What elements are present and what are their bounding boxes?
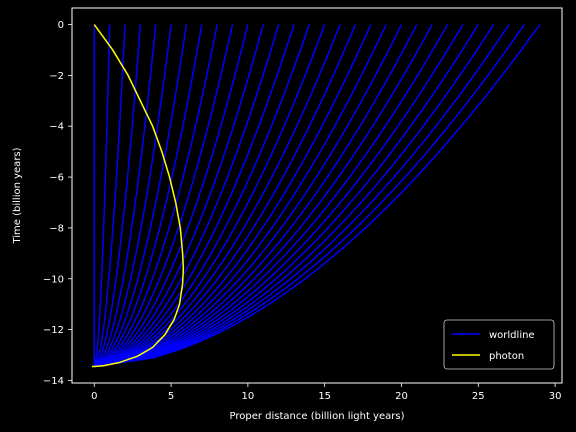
- y-tick-label--14: −14: [43, 376, 64, 387]
- x-tick-label-0: 0: [91, 391, 97, 402]
- x-tick-label-20: 20: [395, 391, 408, 402]
- y-tick-label--8: −8: [49, 223, 64, 234]
- x-tick-label-5: 5: [168, 391, 174, 402]
- legend: worldline photon: [444, 320, 554, 369]
- y-tick-label-0: 0: [58, 20, 64, 31]
- y-tick-label--2: −2: [49, 71, 64, 82]
- x-tick-label-30: 30: [549, 391, 562, 402]
- x-axis-label: Proper distance (billion light years): [230, 411, 405, 422]
- legend-label-worldline: worldline: [489, 330, 535, 341]
- y-tick-label--4: −4: [49, 122, 64, 133]
- y-axis-label: Time (billion years): [12, 147, 23, 244]
- x-tick-label-25: 25: [472, 391, 485, 402]
- x-tick-label-10: 10: [242, 391, 255, 402]
- legend-label-photon: photon: [489, 351, 524, 362]
- y-tick-label--6: −6: [49, 173, 64, 184]
- y-tick-label--12: −12: [43, 325, 64, 336]
- x-tick-label-15: 15: [318, 391, 331, 402]
- y-tick-label--10: −10: [43, 274, 64, 285]
